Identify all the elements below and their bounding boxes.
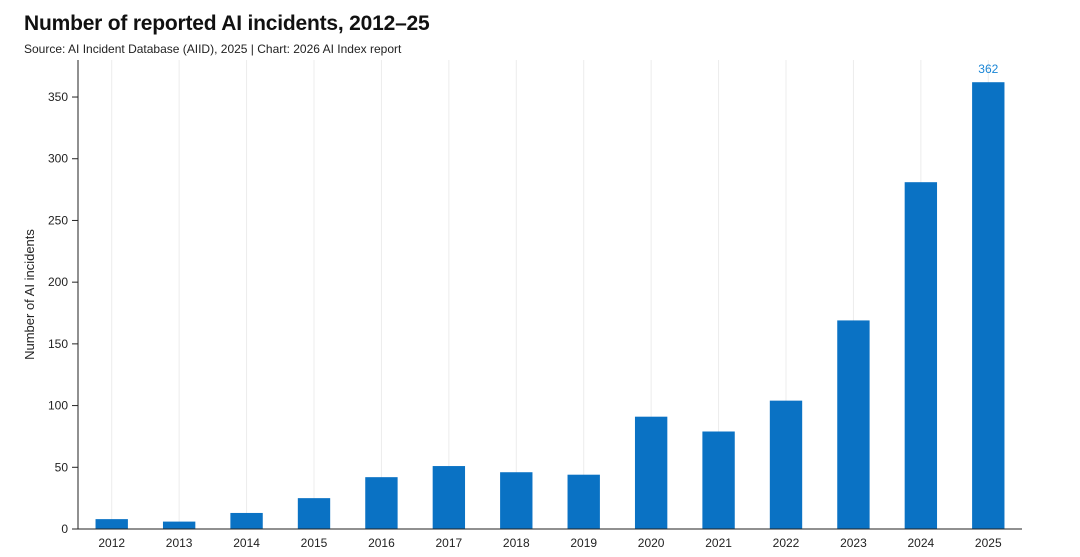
y-tick-150: 150 <box>48 337 68 351</box>
x-tick-2018: 2018 <box>503 536 530 550</box>
bar-2016 <box>365 477 398 529</box>
x-tick-2020: 2020 <box>638 536 665 550</box>
x-tick-2014: 2014 <box>233 536 260 550</box>
y-tick-350: 350 <box>48 90 68 104</box>
x-tick-2025: 2025 <box>975 536 1002 550</box>
x-tick-2013: 2013 <box>166 536 193 550</box>
y-axis-title: Number of AI incidents <box>22 229 37 360</box>
bar-2024 <box>904 182 938 530</box>
bar-2013 <box>162 521 196 529</box>
bar-2015 <box>297 498 331 529</box>
bar-2018 <box>500 472 533 529</box>
x-tick-2015: 2015 <box>301 536 328 550</box>
x-tick-2023: 2023 <box>840 536 867 550</box>
x-tick-2016: 2016 <box>368 536 395 550</box>
x-tick-2021: 2021 <box>705 536 732 550</box>
bar-2020 <box>634 416 668 529</box>
y-tick-100: 100 <box>48 399 68 413</box>
labels: 2012 2013 2014 2015 2016 2017 2018 2019 2020 2021… <box>48 62 1002 550</box>
bars <box>95 82 1005 530</box>
bar-2022 <box>769 400 803 529</box>
y-tick-300: 300 <box>48 152 68 166</box>
x-tick-2022: 2022 <box>773 536 800 550</box>
y-tick-50: 50 <box>55 460 69 474</box>
y-tick-250: 250 <box>48 213 68 227</box>
bar-2019 <box>567 474 600 529</box>
bar-2017 <box>432 466 466 529</box>
chart-subtitle: Source: AI Incident Database (AIID), 202… <box>24 42 402 56</box>
y-tick-0: 0 <box>61 522 68 536</box>
bar-2023 <box>837 320 870 529</box>
x-tick-2012: 2012 <box>98 536 125 550</box>
x-tick-2019: 2019 <box>570 536 597 550</box>
data-label-2025: 362 <box>978 62 998 76</box>
x-tick-2017: 2017 <box>436 536 463 550</box>
bar-2021 <box>702 431 735 529</box>
bar-2014 <box>230 512 263 529</box>
chart-title: Number of reported AI incidents, 2012–25 <box>24 12 430 35</box>
x-tick-2024: 2024 <box>908 536 935 550</box>
axes <box>72 60 1022 530</box>
y-tick-200: 200 <box>48 275 68 289</box>
bar-2025 <box>972 82 1005 529</box>
bar-2012 <box>95 519 128 529</box>
